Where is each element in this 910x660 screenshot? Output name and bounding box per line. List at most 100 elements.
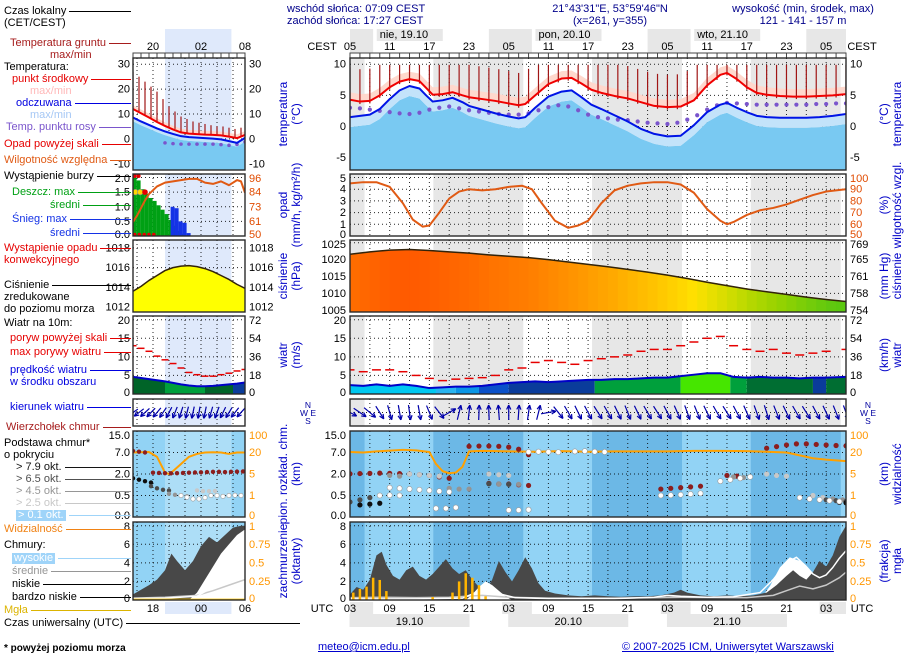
hour-label: 03 [820, 603, 832, 615]
axis-tick-label: 0 [340, 229, 346, 241]
series-dew [476, 109, 482, 114]
series-cloud_top [658, 486, 664, 492]
series-base_01 [442, 505, 449, 512]
panel-border [349, 239, 847, 313]
series-snow [178, 221, 183, 236]
series-wfill [680, 373, 731, 394]
axis-tick-label: 20 [249, 447, 261, 459]
series-pfill [379, 250, 391, 312]
series-pfill [657, 274, 668, 312]
series-cloud_top [228, 469, 234, 475]
day-label: pon, 20.10 [538, 29, 590, 41]
series-snow [182, 222, 187, 236]
series-pfill [637, 271, 649, 312]
series-cloud_top [216, 469, 222, 475]
series-base_25 [212, 488, 218, 494]
timezone-label: UTC [311, 603, 334, 615]
axis-tick-label: 20 [334, 315, 346, 327]
series-dew [764, 102, 769, 107]
hour-label: 11 [384, 41, 395, 53]
axis-tick-label: 1012 [106, 302, 130, 314]
series-dew [665, 121, 670, 127]
series-wfill [594, 376, 681, 394]
axis-tick-label: 758 [850, 288, 868, 300]
day-label: wto, 21.10 [696, 29, 748, 41]
series-pfill [399, 249, 411, 312]
email-link[interactable]: meteo@icm.edu.pl [318, 641, 410, 653]
series-base_45 [516, 481, 522, 487]
axis-tick-label: 0 [850, 510, 856, 522]
axis-tick-label: 10 [334, 351, 346, 363]
legend-item: Ciśnienie [4, 279, 50, 291]
legend-connector-line [83, 205, 131, 206]
panel-border [132, 521, 246, 601]
series-cloud_top [783, 442, 790, 448]
legend-item: odczuwana [16, 97, 72, 109]
series-pfill [598, 266, 609, 312]
series-dew [427, 107, 432, 112]
series-pfill [488, 255, 500, 312]
series-fog [385, 591, 388, 600]
timezone-label: CEST [307, 41, 337, 53]
hour-label: 17 [423, 41, 435, 53]
series-vis [133, 450, 245, 475]
panel-cover [132, 521, 246, 601]
axis-tick-label: 100 [850, 430, 868, 442]
axis-tick-label: 36 [249, 351, 261, 363]
series-dew [833, 101, 839, 106]
series-fog [431, 597, 434, 600]
legend-connector-line [70, 219, 131, 220]
axis-tick-label: 2.0 [115, 469, 130, 481]
series-vis [350, 448, 846, 475]
series-dew [227, 143, 231, 148]
legend-item: Podstawa chmur* [4, 437, 91, 449]
axis-tick-label: 1 [249, 490, 255, 502]
series-dew [447, 104, 452, 109]
series-pfill [389, 249, 401, 312]
panel-border [132, 315, 246, 395]
axis-tick-label: 8 [340, 521, 346, 533]
panel-dir [349, 398, 847, 427]
legend-item: max/min [30, 109, 72, 121]
axis-tick-label: 0 [249, 510, 255, 522]
axis-tick-label: 0.0 [115, 510, 130, 522]
hour-label: 20 [147, 41, 159, 53]
axis-tick-label: 5 [340, 370, 346, 382]
axis-tick-label: -10 [114, 158, 130, 170]
axis-tick-label: 70 [850, 207, 862, 219]
series-pfill [627, 270, 639, 312]
series-dew [615, 117, 620, 122]
hour-label: 17 [582, 41, 594, 53]
day-label: nie, 19.10 [380, 29, 428, 41]
series-base_65 [154, 486, 160, 491]
series-pfill [826, 300, 837, 312]
series-pfill [429, 250, 440, 312]
axis-tick-label: 84 [249, 187, 261, 199]
series-conv [147, 232, 151, 236]
hour-label: 05 [344, 41, 356, 53]
axis-tick-label: 20 [118, 84, 130, 96]
panel-cover [349, 521, 847, 601]
series-dew [685, 117, 690, 122]
legend-connector-line [87, 407, 131, 408]
series-dew [645, 120, 650, 125]
series-base_79 [148, 480, 154, 485]
hour-label: 11 [543, 41, 554, 53]
series-base_01 [232, 492, 238, 498]
panel-border [349, 521, 847, 601]
series-dew [576, 108, 581, 113]
copyright-link[interactable]: © 2007-2025 ICM, Uniwersytet Warszawski [622, 641, 834, 653]
series-dew [417, 110, 422, 115]
series-high_line [133, 569, 245, 600]
axis-tick-label: 8 [124, 521, 130, 533]
series-conv [142, 232, 146, 236]
legend-item: Wiatr na 10m: [4, 317, 73, 329]
series-base_01 [226, 492, 232, 498]
series-pfill [528, 258, 539, 312]
panel-temp [132, 57, 246, 171]
series-base_01 [571, 448, 578, 455]
series-dew [195, 142, 199, 146]
footer-shading [508, 614, 629, 627]
panel-wind [349, 315, 847, 395]
